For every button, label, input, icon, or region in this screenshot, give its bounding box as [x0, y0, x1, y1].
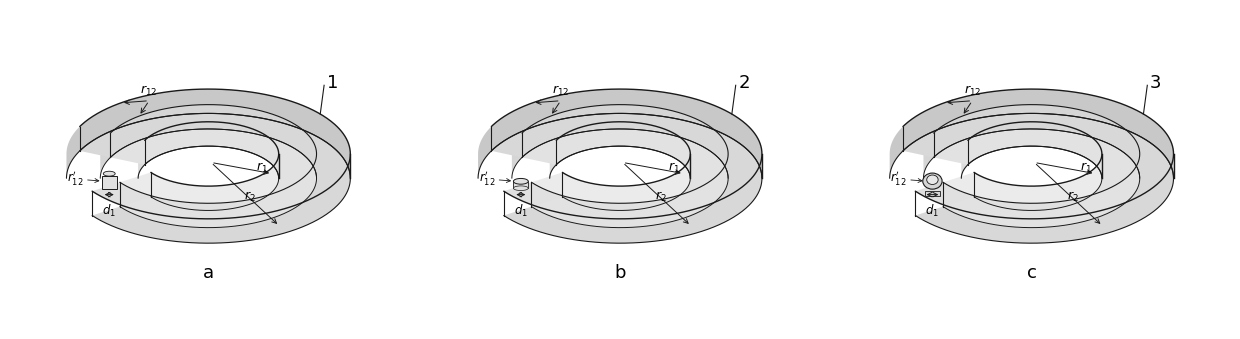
Polygon shape: [934, 105, 1140, 203]
Polygon shape: [522, 105, 728, 203]
Text: $r_{12}'$: $r_{12}'$: [890, 170, 906, 187]
Polygon shape: [102, 176, 117, 188]
Text: c: c: [1027, 264, 1037, 282]
Polygon shape: [138, 122, 279, 178]
Polygon shape: [491, 89, 761, 219]
Polygon shape: [961, 122, 1102, 178]
Text: $d_1$: $d_1$: [925, 203, 940, 219]
Text: $r_{12}$: $r_{12}$: [963, 84, 981, 98]
Text: 2: 2: [738, 74, 750, 92]
Polygon shape: [925, 191, 940, 196]
Text: $r_{12}$: $r_{12}$: [552, 84, 569, 98]
Polygon shape: [512, 105, 728, 178]
Text: $d_1$: $d_1$: [513, 203, 528, 219]
Polygon shape: [491, 114, 761, 243]
Text: $d_1$: $d_1$: [102, 203, 117, 219]
Ellipse shape: [513, 186, 528, 191]
Text: $r_{12}'$: $r_{12}'$: [67, 170, 83, 187]
Text: $r_2$: $r_2$: [656, 190, 667, 204]
Polygon shape: [110, 105, 316, 203]
Text: b: b: [614, 264, 626, 282]
Text: $r_2$: $r_2$: [244, 190, 255, 204]
Ellipse shape: [923, 173, 942, 189]
Polygon shape: [479, 89, 761, 178]
Polygon shape: [934, 129, 1140, 227]
Polygon shape: [100, 105, 316, 178]
Text: $r_{12}'$: $r_{12}'$: [479, 170, 495, 187]
Polygon shape: [79, 89, 351, 219]
Text: 3: 3: [1149, 74, 1162, 92]
Text: $r_1$: $r_1$: [257, 161, 268, 175]
Polygon shape: [903, 114, 1173, 243]
Polygon shape: [924, 105, 1140, 178]
Text: a: a: [203, 264, 215, 282]
Polygon shape: [522, 129, 728, 227]
Text: $r_1$: $r_1$: [1080, 161, 1091, 175]
Ellipse shape: [926, 175, 939, 184]
Text: $r_1$: $r_1$: [668, 161, 680, 175]
Polygon shape: [110, 129, 316, 227]
Ellipse shape: [513, 178, 528, 184]
Polygon shape: [513, 181, 528, 188]
Text: $r_2$: $r_2$: [1068, 190, 1079, 204]
Polygon shape: [67, 89, 351, 178]
Polygon shape: [549, 122, 691, 178]
Text: $r_{12}$: $r_{12}$: [140, 84, 157, 98]
Polygon shape: [79, 114, 351, 243]
Polygon shape: [889, 89, 1173, 178]
Polygon shape: [903, 89, 1173, 219]
Text: 1: 1: [327, 74, 339, 92]
Ellipse shape: [103, 171, 115, 176]
